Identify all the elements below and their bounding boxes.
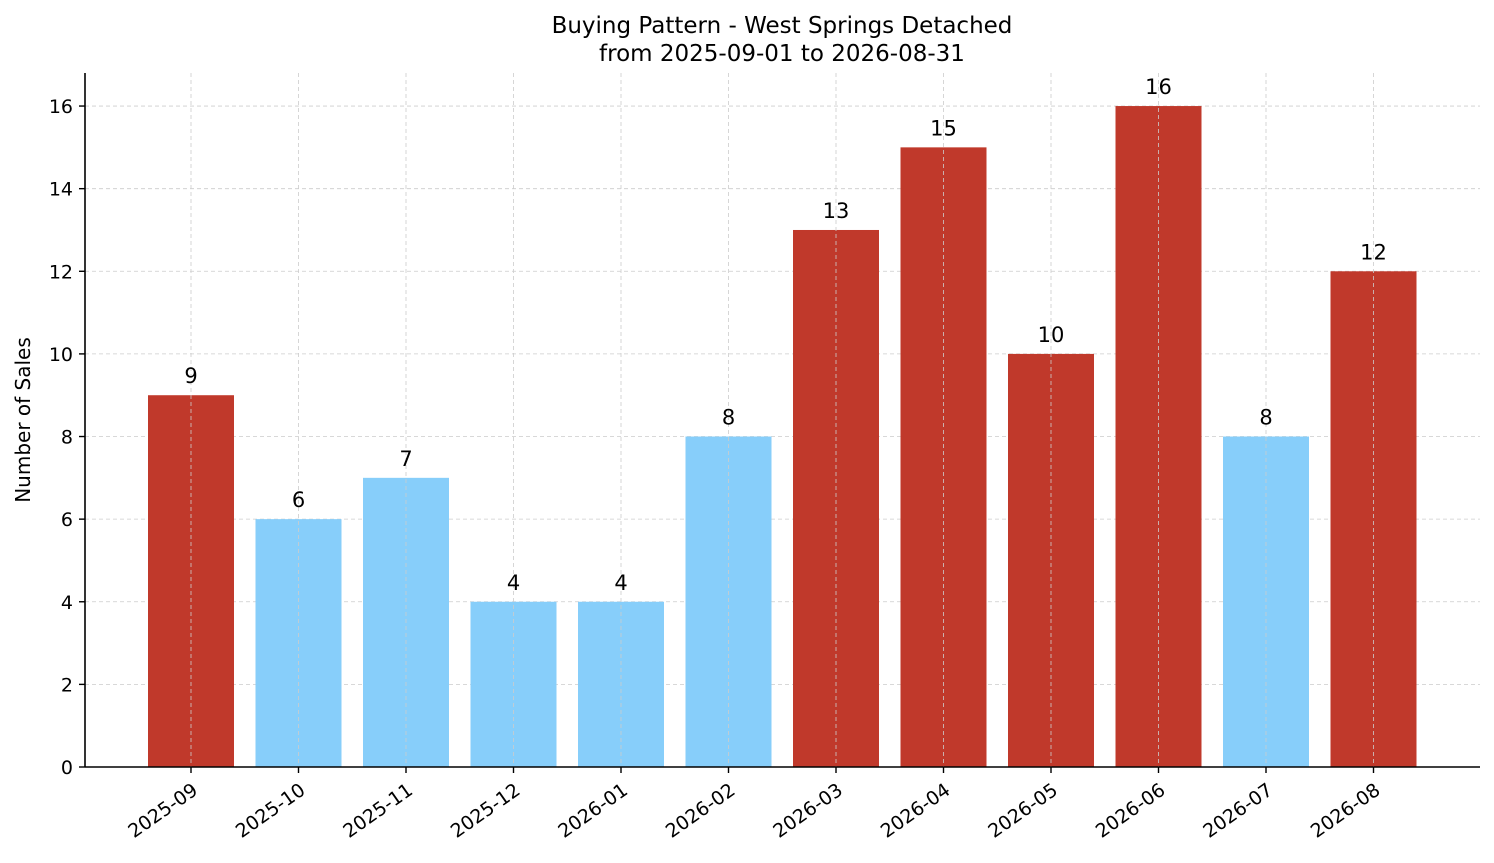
- x-tick-label: 2026-02: [662, 779, 740, 843]
- bar-value-label: 8: [722, 406, 735, 430]
- bar-2026-04: [900, 147, 987, 767]
- chart-title: Buying Pattern - West Springs Detached: [552, 13, 1013, 39]
- bar-value-label: 6: [292, 488, 305, 512]
- data-labels: 9 6 7 4 4 8 13 15 10 16 8 12: [184, 75, 1387, 595]
- chart-subtitle: from 2025-09-01 to 2026-08-31: [599, 41, 965, 67]
- y-tick-label: 8: [61, 427, 73, 449]
- bar-value-label: 7: [399, 447, 412, 471]
- bar-value-label: 8: [1259, 406, 1272, 430]
- bar-value-label: 12: [1360, 240, 1387, 264]
- bar-value-label: 9: [184, 364, 197, 388]
- bar-value-label: 13: [823, 199, 850, 223]
- x-tick-label: 2026-06: [1092, 779, 1170, 843]
- x-tick-label: 2025-10: [232, 779, 310, 843]
- bar-value-label: 15: [930, 116, 957, 140]
- x-tick-label: 2026-08: [1307, 779, 1385, 843]
- bar-value-label: 10: [1038, 323, 1065, 347]
- y-tick-label: 4: [61, 592, 73, 614]
- x-tick-label: 2026-05: [984, 779, 1062, 843]
- y-tick-label: 12: [49, 261, 73, 283]
- x-tick-label: 2025-11: [339, 779, 417, 843]
- y-tick-label: 10: [49, 344, 73, 366]
- x-tick-label: 2025-12: [447, 779, 525, 843]
- y-tick-label: 16: [49, 96, 73, 118]
- bar-2026-06: [1115, 106, 1202, 768]
- y-axis-label: Number of Sales: [11, 337, 35, 503]
- x-grid-lines: [190, 73, 1374, 767]
- bar-value-label: 4: [614, 571, 627, 595]
- bar-value-label: 16: [1145, 75, 1172, 99]
- x-tick-label: 2026-01: [554, 779, 632, 843]
- x-tick-label: 2025-09: [124, 779, 202, 843]
- y-tick-label: 2: [61, 674, 73, 696]
- y-tick-label: 6: [61, 509, 73, 531]
- bar-2026-03: [793, 229, 879, 767]
- x-tick-label: 2026-03: [769, 779, 847, 843]
- x-tick-label: 2026-04: [877, 779, 955, 843]
- bar-value-label: 4: [507, 571, 520, 595]
- x-tick-label: 2026-07: [1199, 779, 1277, 843]
- y-tick-label: 14: [49, 179, 73, 201]
- y-tick-label: 0: [61, 757, 73, 779]
